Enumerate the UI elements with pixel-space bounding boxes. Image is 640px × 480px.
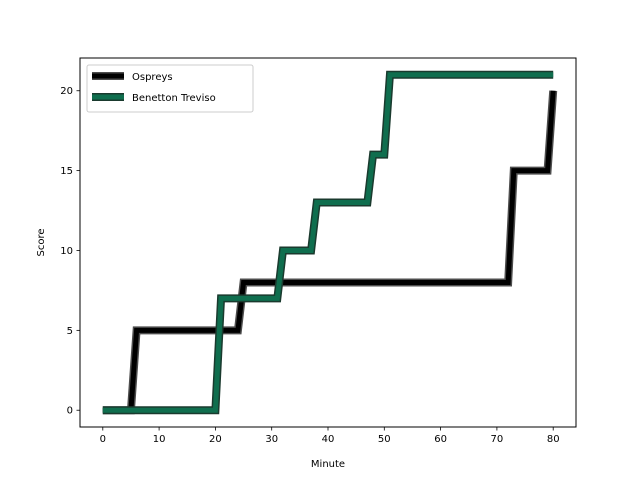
y-tick-label: 20 (60, 86, 73, 97)
series-layer (102, 70, 558, 415)
legend-label-0: Ospreys (132, 72, 173, 83)
y-axis-ticks: 0 5 10 15 20 (60, 86, 80, 417)
legend-box (86, 64, 254, 113)
legend-label-1: Benetton Treviso (132, 93, 216, 104)
x-tick-label: 40 (322, 434, 335, 445)
x-axis-ticks: 0 10 20 30 40 50 60 70 80 (100, 427, 560, 445)
y-axis-label: Score (36, 228, 47, 256)
series-line-1 (102, 72, 554, 413)
x-tick-label: 30 (265, 434, 278, 445)
x-tick-label: 60 (434, 434, 447, 445)
y-tick-label: 0 (67, 406, 73, 417)
series-line-0 (102, 90, 556, 413)
y-tick-label: 5 (67, 326, 73, 337)
x-tick-label: 10 (153, 434, 166, 445)
y-tick-label: 10 (60, 246, 73, 257)
x-axis-label: Minute (311, 459, 345, 470)
legend: Ospreys Benetton Treviso (86, 64, 254, 113)
y-tick-label: 15 (60, 166, 73, 177)
x-tick-label: 80 (547, 434, 560, 445)
x-tick-label: 70 (491, 434, 504, 445)
x-tick-label: 50 (378, 434, 391, 445)
x-tick-label: 20 (209, 434, 222, 445)
x-tick-label: 0 (100, 434, 106, 445)
